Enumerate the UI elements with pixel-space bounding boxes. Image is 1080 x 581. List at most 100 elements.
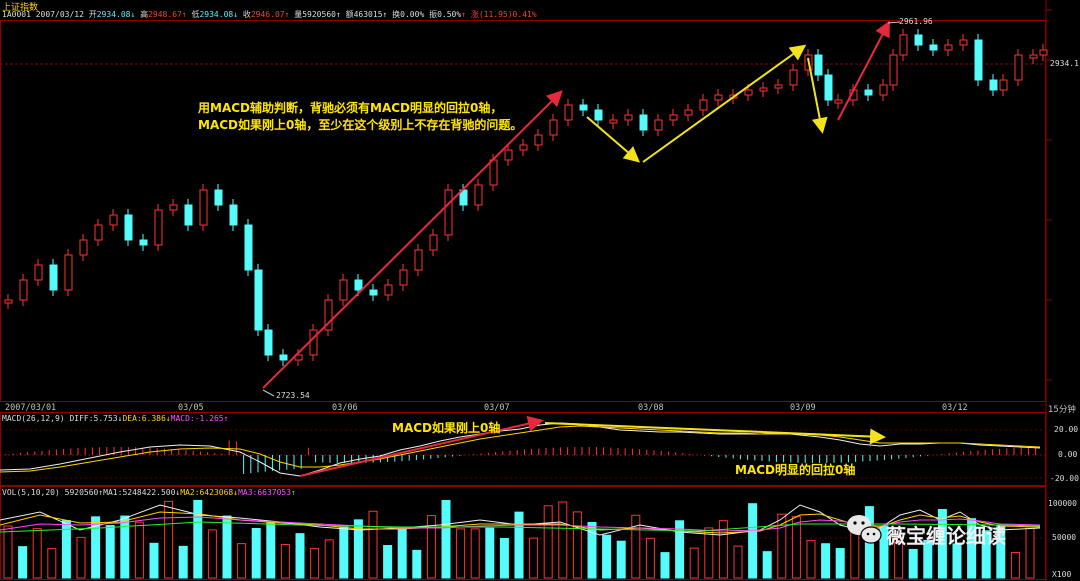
open-label: 开 [88,10,97,19]
volume-bar [996,526,1006,579]
volume-bar [149,542,159,579]
macd-tick-2: -20.00 [1050,474,1079,483]
volume-bar [791,516,801,579]
candle [879,84,888,96]
current-price-label: 2934.1 [1050,59,1079,68]
candle [139,239,148,246]
volume-bar [499,537,509,579]
volume-bar [339,526,349,579]
macd-histogram [5,440,1037,474]
volume-bar [280,544,290,579]
time-label-0: 2007/03/01 [5,403,57,413]
candle [354,279,363,291]
candle [639,114,648,131]
time-label-1: 03/05 [178,403,204,413]
volume-bar [660,552,670,579]
volume-bar [1025,527,1035,579]
volume-bar [266,522,276,579]
candle [579,104,588,111]
vol-ma4-line [0,521,1041,533]
right-axis-ticks [1046,9,1052,381]
candle [669,114,678,121]
candle [1029,54,1038,59]
candle [19,279,28,301]
macd-value: MACD:-1.265 [170,414,224,423]
volume-bar [689,547,699,579]
volume-bar [645,537,655,579]
candle [944,44,953,51]
candle [834,99,843,104]
candle [184,204,193,226]
close-value: 2946.07 [250,10,285,19]
volume-bar [1010,552,1020,579]
change-label: 涨 [470,10,479,19]
candle [594,109,603,121]
volume-bar [164,500,174,579]
volume-bar [485,527,495,579]
volume-bar [470,528,480,579]
volume-bar [777,513,787,579]
macd-arrow-yellow [544,422,886,445]
high-marker: 2961.96 [899,17,933,26]
symbol: 1A0001 [2,10,31,19]
candle [549,119,558,136]
volume-bar [324,539,334,579]
change-value: (11.95)0.41% [478,10,537,19]
candle [774,84,783,89]
candle [49,264,58,291]
volume-bar [178,545,188,579]
volume-bar [310,548,320,579]
candle [169,204,178,211]
quote-bar: 1A0001 2007/03/12 开2934.08↓ 高2948.67↑ 低2… [2,10,537,19]
candle [624,114,633,121]
candle [489,159,498,186]
candlestick-series [4,29,1048,366]
annotation-line-1: 用MACD辅助判断，背驰必须有MACD明显的回拉0轴， [198,101,503,115]
amplitude-label: 振 [429,10,438,19]
vol-tick-0: 100000 [1048,499,1077,508]
candle [229,204,238,226]
candle [744,89,753,96]
candle [564,104,573,121]
volume-bar [32,528,42,579]
watermark-text: 薇宝缠论细读 [886,524,1006,548]
candle [864,89,873,96]
candle [264,329,273,356]
volume-bar [105,525,115,579]
volume-bar [134,521,144,579]
arrow-down-2 [807,57,828,134]
high-value: 2948.67 [148,10,182,19]
candle [1014,54,1023,81]
candle [534,134,543,146]
candle [699,99,708,111]
index-name: 上证指数 [2,3,39,13]
wechat-icon [847,515,882,544]
candle [759,87,768,92]
open-value: 2934.08 [96,10,131,19]
macd-tick-0: 20.00 [1054,425,1079,434]
candle [789,69,798,86]
macd-diff: DIFF:5.753 [69,414,118,423]
candle [339,279,348,301]
macd-title: MACD(26,12,9) [2,414,65,423]
candle [474,184,483,206]
volume-label: 量 [294,10,303,19]
volume-bar [383,545,393,579]
volume-bar [207,529,217,579]
volume-bar [91,516,101,579]
volume-bar [704,527,714,579]
volume-bar [514,511,524,579]
candle [109,214,118,226]
time-label-4: 03/08 [638,403,664,413]
low-value: 2934.08 [199,10,234,19]
volume-bar [543,505,553,579]
macd-annotation-top: MACD如果刚上0轴 [392,421,501,435]
time-label-2: 03/06 [332,403,358,413]
amplitude-value: 0.50% [437,10,462,19]
volume-bar [529,537,539,579]
volume-bar [587,522,597,579]
period-label[interactable]: 15分钟 [1048,405,1076,415]
volume-bar [748,503,758,579]
volume-bar [733,545,743,579]
